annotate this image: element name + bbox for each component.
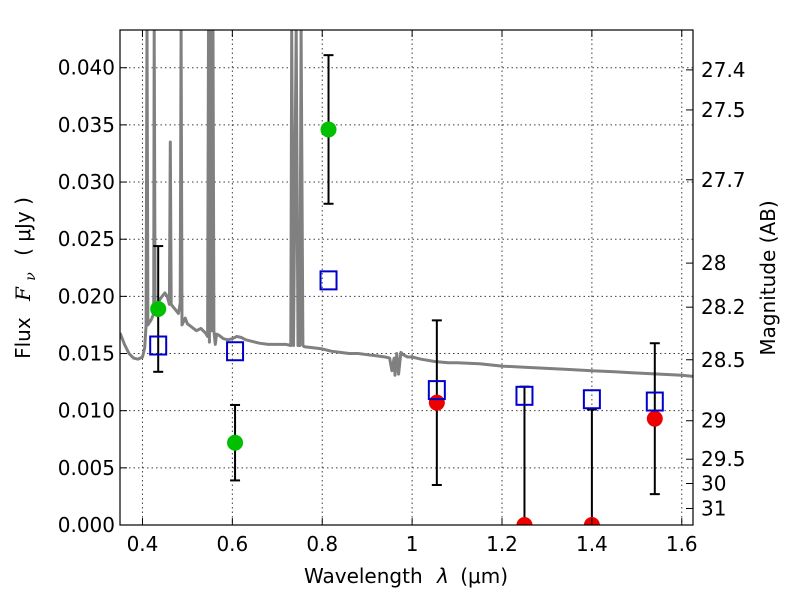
y-axis-label-unit: ( μJy )	[11, 197, 35, 256]
magnitude-tick-label: 28	[701, 251, 726, 275]
y-tick-label: 0.020	[58, 284, 115, 308]
y-tick-label: 0.035	[58, 113, 115, 137]
plot-frame	[119, 29, 694, 526]
y-tick-label: 0.040	[58, 56, 115, 80]
model-band-point	[582, 389, 601, 410]
data-point	[227, 434, 244, 451]
error-bars-layer	[153, 54, 660, 525]
x-axis-label-symbol: λ	[436, 564, 449, 588]
magnitude-tick-label: 28.2	[701, 295, 746, 319]
grid-lines	[120, 30, 693, 526]
markers-layer	[149, 121, 664, 525]
model-spectrum-line	[120, 30, 693, 378]
magnitude-tick-label: 30	[701, 471, 726, 495]
magnitude-tick-label: 27.4	[701, 58, 746, 82]
model-spectrum-layer	[120, 30, 693, 378]
x-tick-label: 1.6	[666, 532, 698, 556]
y-tick-label: 0.015	[58, 342, 115, 366]
model-band-point	[149, 335, 168, 356]
model-band-point	[515, 385, 534, 406]
x-tick-label: 1	[406, 532, 419, 556]
x-tick-label: 0.8	[306, 532, 338, 556]
model-band-point	[226, 341, 245, 362]
y-axis-label: Flux F ν ( μJy )	[11, 197, 40, 359]
x-axis-label: Wavelength λ (μm)	[304, 564, 508, 588]
data-point	[320, 121, 337, 138]
y-tick-label: 0.030	[58, 170, 115, 194]
data-point	[150, 300, 167, 317]
model-band-point	[427, 380, 446, 401]
magnitude-tick-label: 27.7	[701, 168, 746, 192]
magnitude-tick-label: 29	[701, 409, 726, 433]
x-tick-label: 0.4	[127, 532, 159, 556]
data-point	[428, 394, 445, 411]
x-tick-label: 0.6	[216, 532, 248, 556]
magnitude-axis-label: Magnitude (AB)	[756, 200, 780, 355]
data-point	[516, 517, 533, 525]
y-axis-label-subscript: ν	[23, 272, 39, 281]
magnitude-tick-label: 31	[701, 496, 726, 520]
magnitude-tick-label: 28.5	[701, 348, 746, 372]
magnitude-tick-label: 29.5	[701, 447, 746, 471]
y-tick-label: 0.000	[58, 513, 115, 537]
y-tick-label: 0.010	[58, 399, 115, 423]
x-tick-label: 1.4	[576, 532, 608, 556]
ticks-layer: 0.4 0.6 0.8 1 1.2 1.4 1.6 0.000 0.005 0.010 0.015 0…	[58, 30, 746, 556]
y-axis-label-symbol: F	[11, 286, 35, 302]
data-point	[646, 410, 663, 427]
model-band-point	[319, 270, 338, 291]
x-axis-label-unit: (μm)	[460, 564, 508, 588]
y-tick-label: 0.005	[58, 456, 115, 480]
x-axis-label-text: Wavelength	[304, 564, 423, 588]
model-band-point	[645, 391, 664, 412]
x-tick-label: 1.2	[486, 532, 518, 556]
magnitude-tick-label: 27.5	[701, 98, 746, 122]
y-tick-label: 0.025	[58, 227, 115, 251]
y-axis-label-text: Flux	[11, 317, 35, 359]
